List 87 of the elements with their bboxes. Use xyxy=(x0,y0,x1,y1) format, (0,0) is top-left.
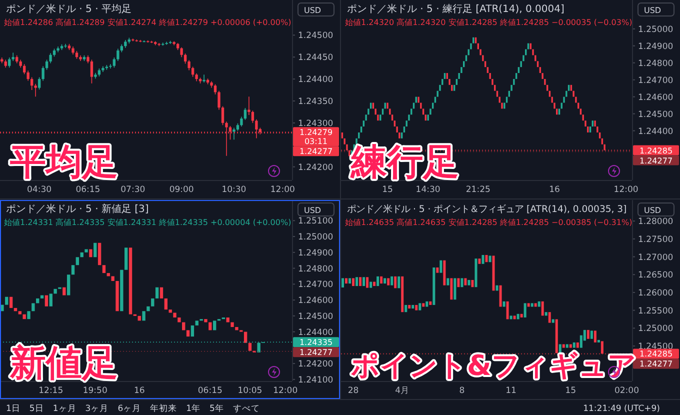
text: USD xyxy=(304,206,322,215)
x-tick-label: 10:30 xyxy=(222,185,246,195)
x-tick-label: 28 xyxy=(348,386,359,396)
text: 始値1.24635 高値1.24635 安値1.24285 終値1.24285 −0.00385 (−0.31%) xyxy=(345,218,632,227)
text: 5日 xyxy=(29,404,44,414)
text: 5年 xyxy=(210,403,224,414)
text: 始値1.24331 高値1.24335 安値1.24331 終値1.24335 +0.00004 (+0.00%) xyxy=(4,218,292,227)
y-tick-label: 1.25500 xyxy=(638,306,674,316)
y-tick-label: 1.24500 xyxy=(298,312,334,322)
y-tick-label: 1.24600 xyxy=(298,296,334,306)
y-tick-label: 1.24300 xyxy=(298,118,334,129)
x-tick-label: 16 xyxy=(134,386,145,396)
y-tick-label: 1.24100 xyxy=(298,375,334,386)
y-tick-label: 1.24400 xyxy=(638,126,674,137)
text: 始値1.24320 高値1.24320 安値1.24285 終値1.24285 −0.00035 (−0.03%) xyxy=(345,18,632,27)
x-tick-label: 09:00 xyxy=(169,185,194,195)
text: 年初来 xyxy=(150,403,178,414)
y-tick-label: 1.24700 xyxy=(298,280,334,290)
y-tick-label: 1.24400 xyxy=(298,328,334,338)
x-tick-label: 4月 xyxy=(395,386,410,396)
y-tick-label: 1.25000 xyxy=(298,232,334,243)
x-tick-label: 12:00 xyxy=(273,386,298,396)
y-tick-label: 1.24500 xyxy=(638,110,674,120)
y-tick-label: 1.24350 xyxy=(298,96,334,107)
x-tick-label: 06:15 xyxy=(198,386,222,396)
y-tick-label: 1.24900 xyxy=(638,42,674,52)
ref-line-label: 1.24285 xyxy=(639,146,673,156)
annotation: 練行足 xyxy=(350,142,459,183)
text: 11:21:49 (UTC+9) xyxy=(583,404,660,414)
annotation: 新値足 xyxy=(9,343,118,384)
x-tick-label: 10:05 xyxy=(238,386,262,396)
text: 1日 xyxy=(6,404,20,414)
ref-line-label: 1.24277 xyxy=(639,360,673,369)
x-tick-label: 12:00 xyxy=(614,185,638,195)
y-tick-label: 1.24200 xyxy=(298,360,334,370)
x-tick-label: 15 xyxy=(382,185,393,195)
y-tick-label: 1.26500 xyxy=(638,270,674,281)
ref-line-label: 1.24277 xyxy=(299,147,333,156)
x-tick-label: 8 xyxy=(459,386,465,396)
x-tick-label: 19:50 xyxy=(82,386,108,396)
text: 6ヶ月 xyxy=(118,404,142,414)
text: 始値1.24286 高値1.24289 安値1.24274 終値1.24279 +0.00006 (+0.00%) xyxy=(4,18,292,27)
text: USD xyxy=(304,6,322,15)
chart-title: ポンド／米ドル · 5 · 新値足 [3] xyxy=(6,203,149,215)
x-tick-label: 02:00 xyxy=(614,386,639,396)
x-tick-label: 15 xyxy=(565,386,576,396)
y-tick-label: 1.27000 xyxy=(638,252,674,263)
text: 1ヶ月 xyxy=(52,404,76,414)
text: 03:11 xyxy=(304,137,328,146)
chart-title: ポンド／米ドル · 5 · 平均足 xyxy=(6,3,132,15)
y-tick-label: 1.26000 xyxy=(638,288,674,298)
y-tick-label: 1.24200 xyxy=(298,162,334,173)
y-tick-label: 1.24700 xyxy=(638,76,674,86)
y-tick-label: 1.24500 xyxy=(298,31,334,42)
ref-line-label: 1.24279 xyxy=(299,128,333,138)
y-tick-label: 1.24800 xyxy=(298,264,334,274)
text: すべて xyxy=(232,404,260,414)
ref-line-label: 1.24285 xyxy=(639,350,673,359)
x-tick-label: 21:25 xyxy=(466,185,490,195)
text: USD xyxy=(644,206,662,215)
text: ポンド／米ドル · 5 · ポイント＆フィギュア [ATR(14), 0.00035, 3] xyxy=(347,204,627,215)
text: 1年 xyxy=(186,403,201,414)
y-tick-label: 1.24400 xyxy=(298,75,334,86)
y-tick-label: 1.24450 xyxy=(298,53,334,64)
y-tick-label: 1.28000 xyxy=(638,217,674,228)
y-tick-label: 1.24800 xyxy=(638,58,674,69)
chart-title: ポンド／米ドル · 5 · 練行足 [ATR(14), 0.0004] xyxy=(347,3,565,15)
x-tick-label: 06:15 xyxy=(76,185,100,195)
annotation: 平均足 xyxy=(10,142,118,183)
y-tick-label: 1.27500 xyxy=(638,234,674,245)
x-tick-label: 14:30 xyxy=(416,185,440,195)
y-tick-label: 1.24900 xyxy=(298,248,334,258)
y-tick-label: 1.25100 xyxy=(298,216,334,227)
ref-line-label: 1.24277 xyxy=(299,348,333,358)
x-tick-label: 12:15 xyxy=(38,386,64,396)
y-tick-label: 1.24600 xyxy=(638,92,674,103)
x-tick-label: 04:30 xyxy=(27,185,52,195)
text: 3ヶ月 xyxy=(85,404,109,414)
x-tick-label: 16 xyxy=(549,185,560,195)
y-tick-label: 1.25000 xyxy=(638,324,674,334)
x-tick-label: 07:30 xyxy=(120,185,146,195)
text: USD xyxy=(644,6,662,15)
x-tick-label: 12:00 xyxy=(270,185,295,195)
ref-line-label: 1.24335 xyxy=(299,338,333,348)
y-tick-label: 1.25000 xyxy=(638,24,674,35)
ref-line-label: 1.24277 xyxy=(639,156,673,166)
x-tick-label: 11 xyxy=(506,386,516,396)
